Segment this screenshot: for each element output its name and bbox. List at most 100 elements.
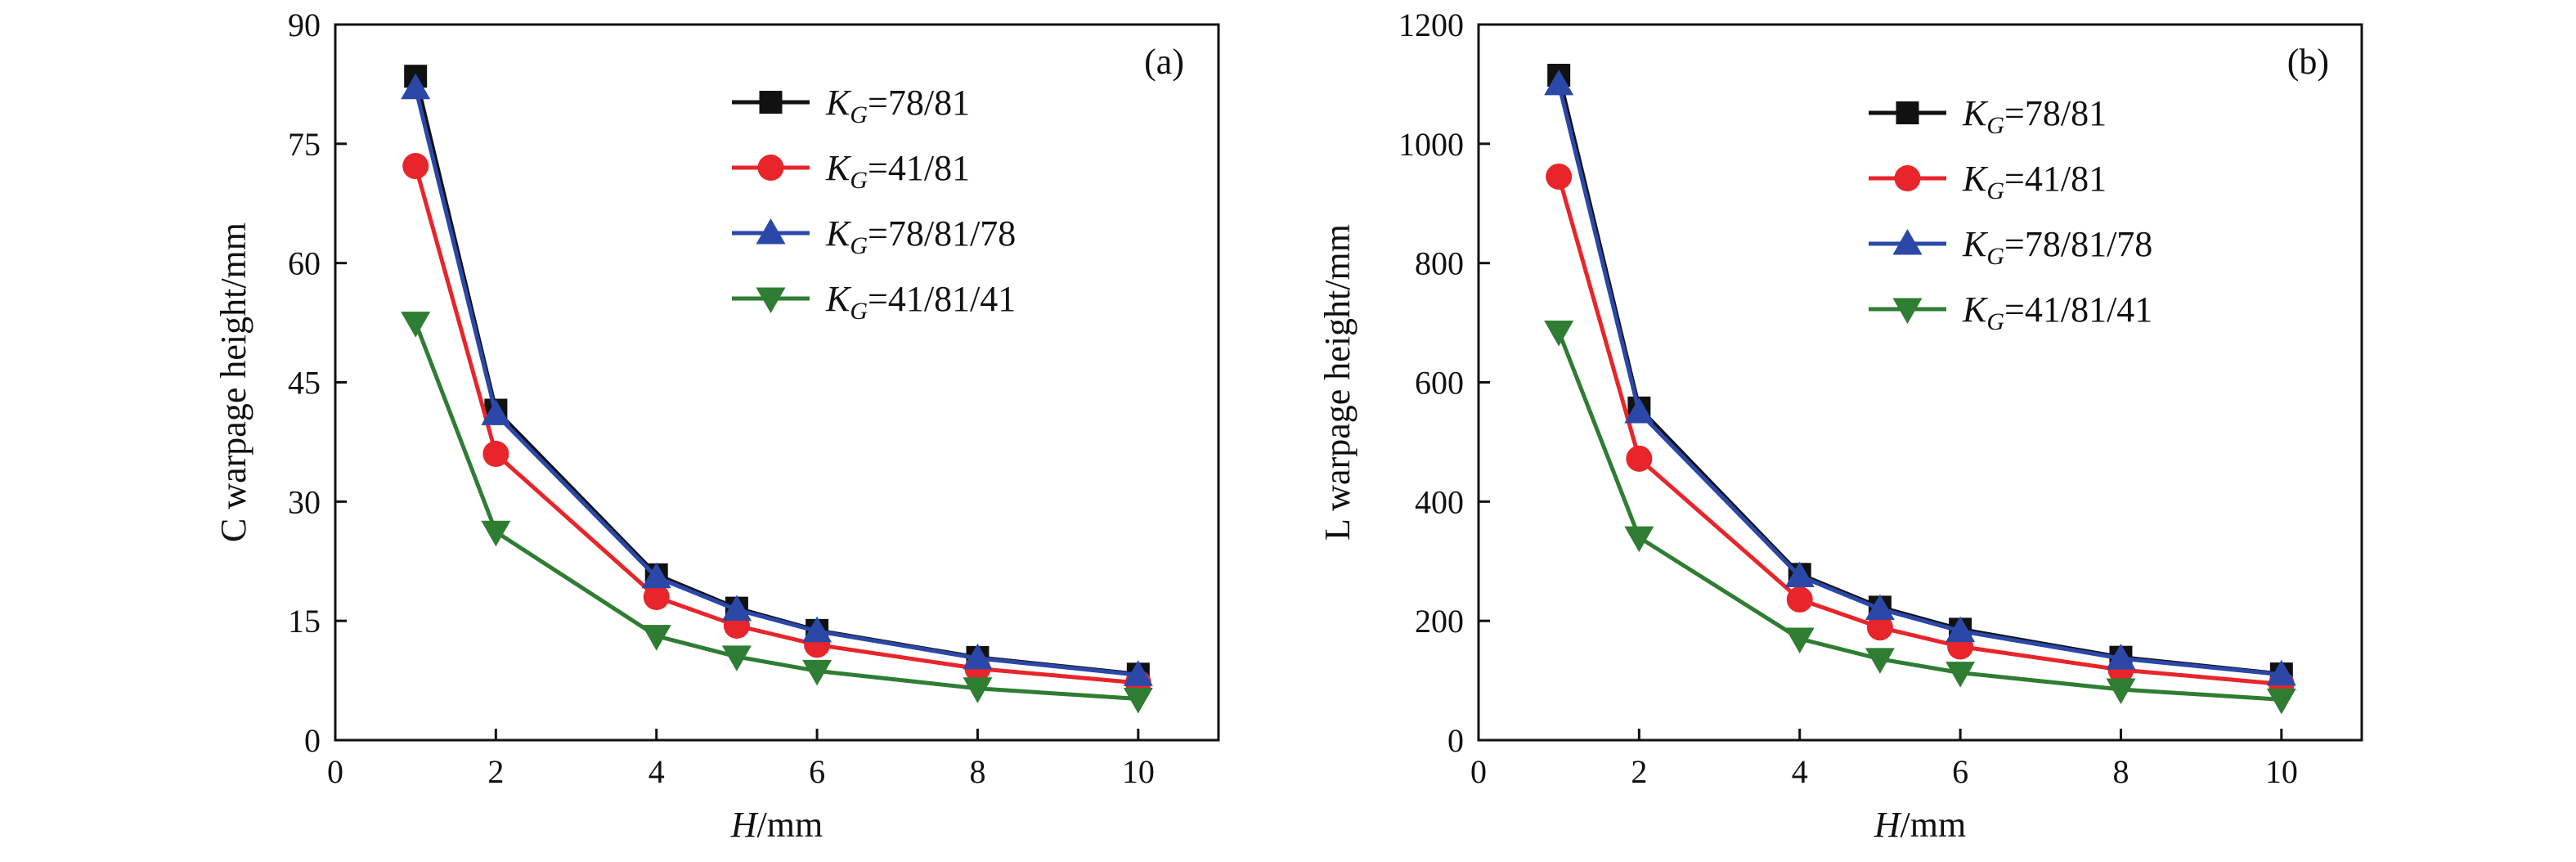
data-point [641,625,671,651]
data-point [641,562,671,589]
data-point [643,584,670,610]
series-line [1556,83,2282,677]
data-point [1123,687,1153,714]
data-point [1784,627,1815,654]
panel-label: (b) [2287,42,2329,82]
legend-item: KG=41/81/41 [732,279,1016,325]
legend-marker [1896,101,1919,124]
data-point [482,441,509,467]
legend-marker [756,287,786,313]
legend-item: KG=41/81 [1869,159,2107,204]
x-tick-label: 8 [2112,753,2129,790]
x-tick-label: 0 [1470,753,1487,790]
plot-frame [1477,23,2363,742]
x-tick-label: 4 [1792,753,1808,790]
legend-item: KG=41/81 [732,148,970,194]
legend-marker [1892,229,1923,255]
legend: KG=78/81 KG=41/81 KG=78/81/78 KG=41/81/41 [1869,93,2152,335]
data-point [802,659,832,686]
legend-label: KG=41/81 [1962,159,2107,204]
x-tick-label: 2 [487,753,504,790]
y-tick-label: 30 [288,483,321,520]
data-point [1544,321,1574,347]
x-tick-label: 10 [2265,753,2298,790]
y-tick-label: 60 [288,245,321,282]
data-point [1624,397,1654,424]
legend-label: KG=78/81 [1962,93,2107,139]
x-tick-label: 0 [327,753,343,790]
data-point [1945,662,1976,688]
data-point [963,643,993,670]
y-tick-label: 1200 [1398,7,1464,43]
data-point [963,677,993,703]
data-point [1546,163,1573,190]
legend-item: KG=78/81/78 [732,213,1016,259]
y-tick-label: 0 [304,722,321,759]
x-axis-title: H/mm [730,805,823,845]
series-2 [401,73,1153,686]
data-point [1865,594,1895,621]
data-point [1544,69,1574,96]
data-point [402,153,429,180]
series-0 [1547,63,2293,686]
data-point [1866,614,1893,641]
data-point [2106,644,2136,670]
legend-label: KG=78/81 [825,83,970,128]
legend-item: KG=41/81/41 [1869,290,2152,335]
series-3 [401,312,1153,714]
data-point [2106,678,2136,705]
data-point [481,520,511,547]
legend: KG=78/81 KG=41/81 KG=78/81/78 KG=41/81/41 [732,83,1016,325]
data-point [1123,660,1153,686]
legend-marker [756,218,786,245]
x-tick-label: 6 [809,753,825,790]
y-tick-label: 400 [1415,483,1464,520]
legend-marker [757,155,784,181]
data-point [2266,688,2296,715]
panel-label: (a) [1144,42,1184,82]
y-tick-label: 600 [1415,365,1464,402]
data-point [721,645,752,671]
chart-panel-a: 0 2 4 6 8 10 0 15 30 45 60 75 90 H/mm C warpage height… [213,7,1220,845]
series-line [1556,330,2282,702]
legend-label: KG=41/81 [825,148,970,194]
series-line [413,321,1138,701]
x-tick-label: 2 [1631,753,1647,790]
y-axis-title: C warpage height/mm [213,222,254,542]
data-point [721,595,752,622]
data-point [802,616,832,643]
data-point [1626,445,1653,472]
legend-item: KG=78/81 [732,83,970,128]
data-point [1784,561,1815,587]
plot-frame [334,23,1220,742]
data-point [1945,616,1976,643]
legend-marker [1894,165,1921,191]
y-tick-label: 15 [288,603,321,640]
legend-item: KG=78/81/78 [1869,224,2152,270]
x-tick-label: 10 [1122,753,1155,790]
y-axis-title: L warpage height/mm [1317,224,1358,541]
y-tick-label: 1000 [1398,126,1464,163]
legend-label: KG=41/81/41 [1962,290,2152,335]
series-2 [1544,69,2296,686]
series-3 [1544,321,2296,715]
x-axis-title: H/mm [1874,805,1966,845]
chart-panel-b: 0 2 4 6 8 10 0 200 400 600 800 1000 1200 H/mm L warpag… [1317,7,2363,845]
data-point [481,399,511,425]
series-line [1556,74,2282,676]
data-point [1786,586,1813,613]
x-tick-label: 8 [969,753,985,790]
y-tick-label: 45 [288,365,321,402]
data-point [401,312,431,338]
data-point [2266,659,2296,686]
y-tick-label: 90 [288,7,321,43]
legend-label: KG=78/81/78 [1962,224,2152,270]
y-tick-label: 200 [1415,603,1464,640]
legend-label: KG=41/81/41 [825,279,1016,325]
data-point [401,73,431,100]
x-tick-label: 4 [648,753,665,790]
y-tick-label: 0 [1447,722,1464,759]
y-tick-label: 75 [288,126,321,163]
